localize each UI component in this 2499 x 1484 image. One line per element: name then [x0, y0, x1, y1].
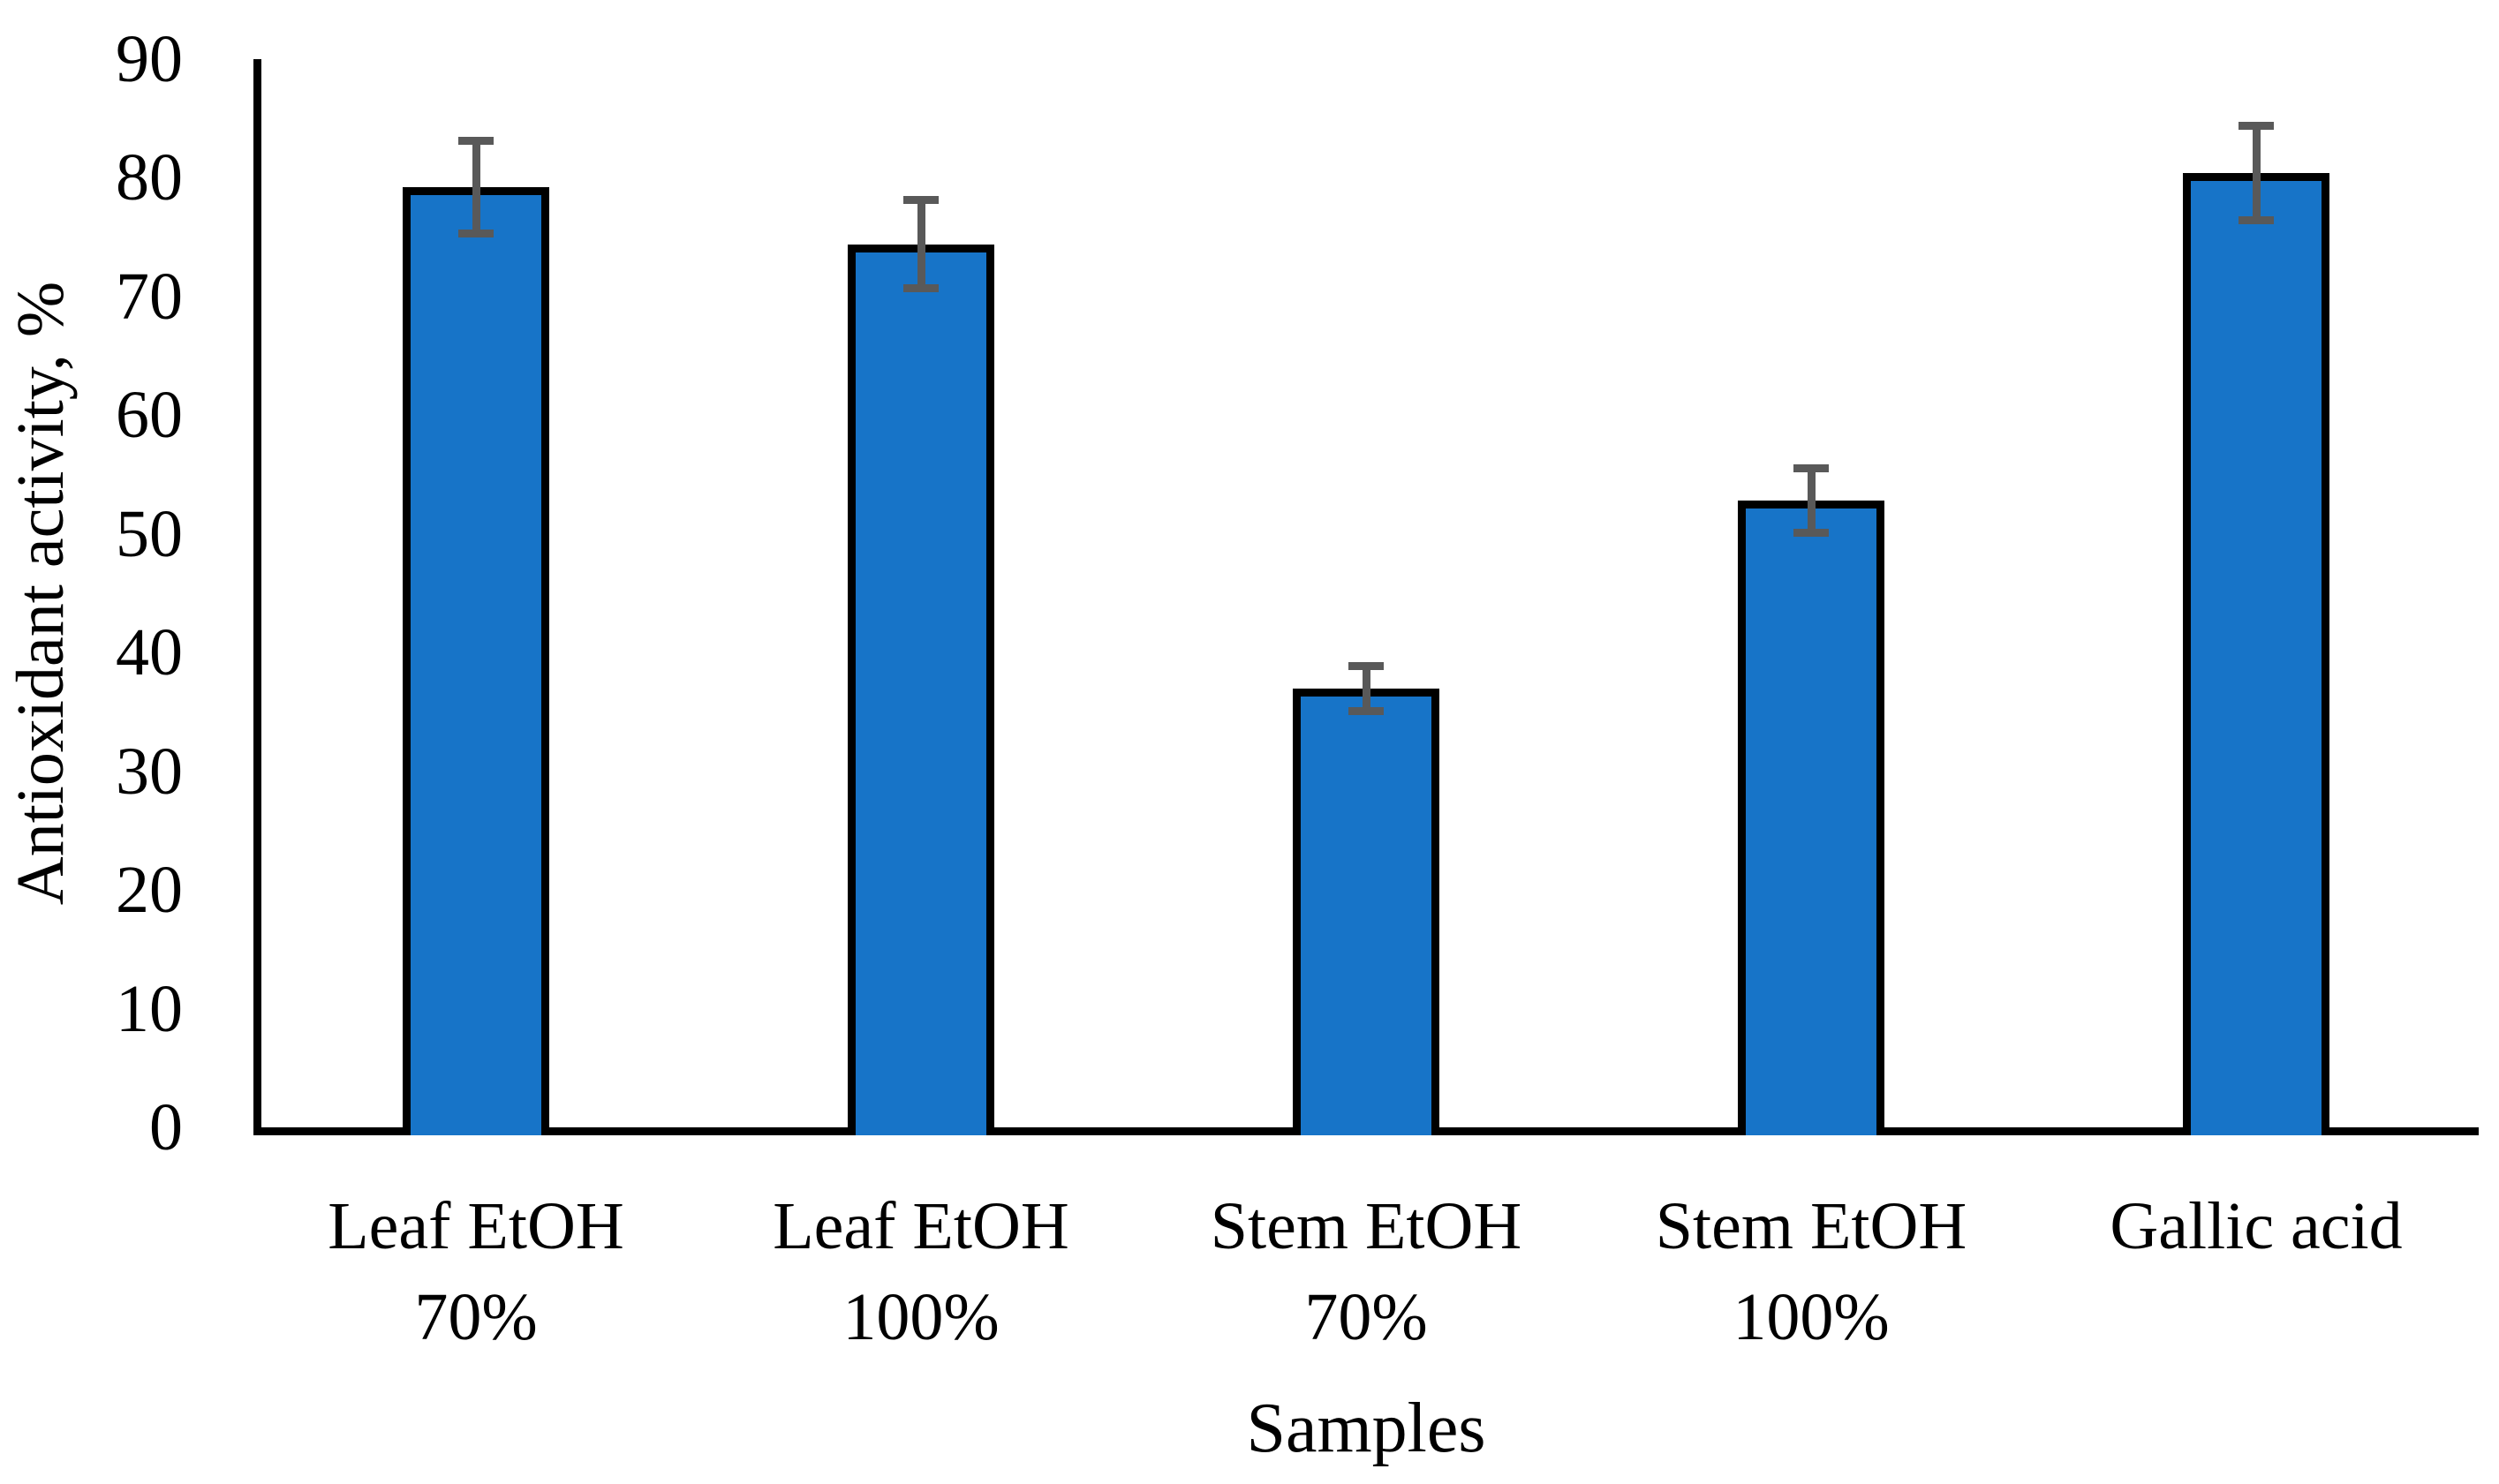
x-category-label-line: Stem EtOH [1655, 1189, 1967, 1263]
y-tick-label-20: 20 [116, 853, 183, 928]
y-axis-title: Antioxidant activity, % [4, 281, 78, 906]
error-bar-cap-top [903, 196, 939, 205]
y-axis-line [253, 59, 261, 1135]
x-category-label-leaf-etoh-100: Leaf EtOH 100% [698, 1181, 1144, 1363]
x-category-label-stem-etoh-70: Stem EtOH 70% [1144, 1181, 1589, 1363]
x-category-label-line: 70% [1304, 1280, 1428, 1354]
x-category-label-stem-etoh-100: Stem EtOH 100% [1589, 1181, 2034, 1363]
error-bar-cap-bottom [903, 283, 939, 292]
x-category-label-line: Leaf EtOH [773, 1189, 1069, 1263]
y-tick-label-80: 80 [116, 140, 183, 215]
y-tick-label-30: 30 [116, 734, 183, 809]
error-bar-cap-top [2239, 121, 2274, 130]
bar-leaf-etoh-70 [403, 187, 549, 1135]
y-tick-label-10: 10 [116, 971, 183, 1046]
x-category-label-leaf-etoh-70: Leaf EtOH 70% [253, 1181, 698, 1363]
x-category-label-gallic-acid: Gallic acid [2034, 1181, 2479, 1272]
error-bar-line [472, 140, 480, 234]
bar-stem-etoh-100 [1738, 501, 1884, 1135]
x-category-label-line: Gallic acid [2110, 1189, 2403, 1263]
x-category-label-line: 70% [414, 1280, 538, 1354]
error-bar-line [2252, 125, 2261, 221]
y-tick-label-60: 60 [116, 378, 183, 453]
y-tick-label-50: 50 [116, 496, 183, 571]
error-bar-cap-bottom [1348, 706, 1384, 715]
error-bar-cap-bottom [1793, 528, 1829, 537]
y-tick-label-90: 90 [116, 22, 183, 96]
x-axis-title: Samples [1246, 1390, 1486, 1467]
error-bar-cap-top [1348, 661, 1384, 670]
error-bar-line [917, 200, 925, 289]
error-bar-line [1362, 666, 1370, 712]
x-category-label-line: Stem EtOH [1210, 1189, 1522, 1263]
error-bar-cap-bottom [458, 230, 494, 238]
bar-leaf-etoh-100 [848, 244, 994, 1135]
y-tick-label-40: 40 [116, 615, 183, 690]
x-category-label-line: 100% [1733, 1280, 1890, 1354]
error-bar-cap-top [458, 137, 494, 146]
bar-stem-etoh-70 [1293, 688, 1439, 1135]
error-bar-line [1807, 468, 1816, 533]
x-category-label-line: 100% [842, 1280, 1000, 1354]
bar-gallic-acid [2183, 173, 2329, 1135]
error-bar-cap-bottom [2239, 216, 2274, 225]
y-tick-label-0: 0 [149, 1090, 183, 1164]
x-category-label-line: Leaf EtOH [328, 1189, 624, 1263]
error-bar-cap-top [1793, 464, 1829, 473]
y-tick-label-70: 70 [116, 259, 183, 334]
